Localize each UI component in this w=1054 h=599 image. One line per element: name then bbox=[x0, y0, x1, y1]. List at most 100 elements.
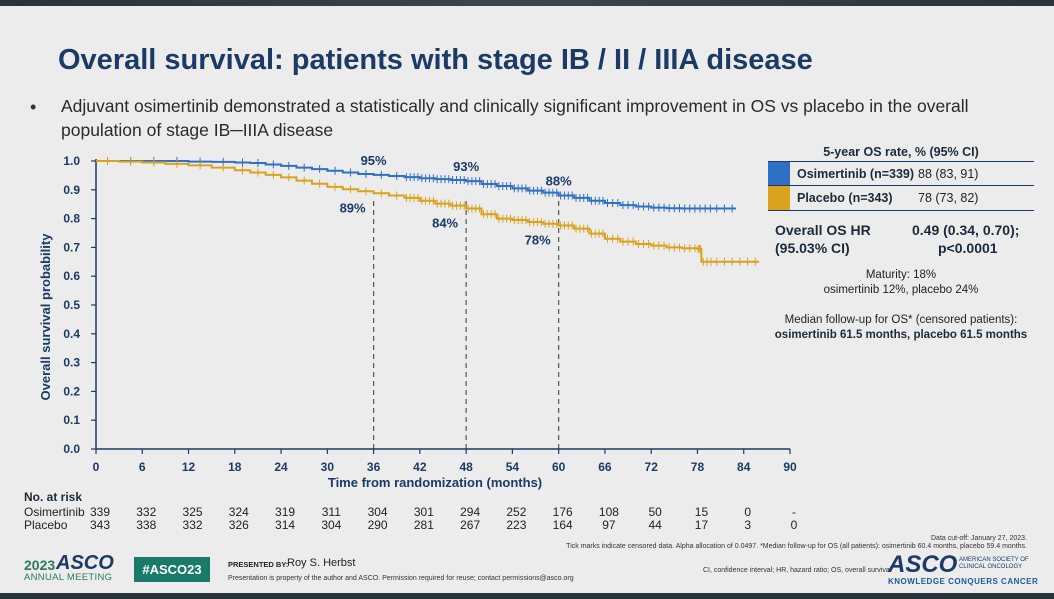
x-tick-label: 42 bbox=[413, 460, 427, 474]
at-risk-count: 332 bbox=[136, 505, 157, 519]
bullet-icon: • bbox=[30, 97, 37, 117]
survival-annotation: 89% bbox=[340, 200, 366, 215]
x-tick-label: 36 bbox=[367, 460, 381, 474]
at-risk-count: 97 bbox=[602, 518, 616, 532]
y-tick-label: 0.4 bbox=[63, 327, 80, 341]
hr-value: 0.49 (0.34, 0.70); bbox=[912, 222, 1020, 238]
hr-p-value: p<0.0001 bbox=[938, 240, 998, 256]
x-tick-label: 12 bbox=[182, 460, 196, 474]
hr-label: Overall OS HR bbox=[775, 222, 871, 238]
y-tick-label: 0.5 bbox=[63, 298, 80, 312]
bottom-strip bbox=[0, 593, 1054, 599]
x-tick-label: 30 bbox=[321, 460, 335, 474]
at-risk-count: 223 bbox=[506, 518, 527, 532]
at-risk-count: 267 bbox=[460, 518, 481, 532]
y-tick-label: 1.0 bbox=[63, 154, 80, 168]
bullet-text: Adjuvant osimertinib demonstrated a stat… bbox=[61, 96, 969, 140]
os-row-label: Placebo (n=343) bbox=[797, 191, 893, 205]
at-risk-count: 50 bbox=[648, 505, 662, 519]
permission-notice: Presentation is property of the author a… bbox=[228, 575, 574, 582]
meeting-label: ANNUAL MEETING bbox=[24, 572, 113, 583]
maturity-line: Maturity: 18% bbox=[865, 269, 937, 281]
at-risk-count: 311 bbox=[321, 505, 341, 519]
at-risk-count: 339 bbox=[89, 505, 111, 519]
survival-annotation: 78% bbox=[525, 233, 551, 248]
os-row-value: 78 (73, 82) bbox=[918, 191, 979, 205]
x-tick-label: 90 bbox=[783, 460, 797, 474]
followup-detail: osimertinib 61.5 months, placebo 61.5 mo… bbox=[774, 329, 1028, 341]
y-axis-title: Overall survival probability bbox=[38, 233, 53, 401]
at-risk-count: 343 bbox=[89, 518, 111, 532]
os-row-label: Osimertinib (n=339) bbox=[797, 167, 915, 181]
survival-annotation: 93% bbox=[453, 159, 479, 174]
at-risk-count: 15 bbox=[694, 505, 709, 519]
at-risk-count: 108 bbox=[598, 505, 619, 519]
os-table-header: 5-year OS rate, % (95% CI) bbox=[823, 145, 979, 159]
survival-annotation: 84% bbox=[432, 216, 458, 231]
at-risk-count: 164 bbox=[552, 518, 573, 532]
asco-logo: ASCO bbox=[888, 551, 958, 578]
y-tick-label: 0.2 bbox=[63, 384, 80, 398]
os-row-value: 88 (83, 91) bbox=[918, 167, 979, 181]
y-tick-label: 0.7 bbox=[63, 240, 80, 254]
at-risk-row-label: Osimertinib bbox=[24, 505, 85, 519]
hashtag-badge: #ASCO23 bbox=[134, 557, 210, 582]
at-risk-count: 294 bbox=[460, 505, 481, 519]
at-risk-count: 304 bbox=[321, 518, 342, 532]
placebo-swatch bbox=[768, 186, 790, 210]
x-axis-title: Time from randomization (months) bbox=[328, 475, 542, 490]
slide-title: Overall survival: patients with stage IB… bbox=[58, 44, 813, 76]
osimertinib-curve bbox=[96, 160, 737, 210]
top-strip bbox=[0, 0, 1054, 6]
x-tick-label: 0 bbox=[93, 460, 100, 474]
asco-society-name: AMERICAN SOCIETY OF CLINICAL ONCOLOGY bbox=[959, 557, 1029, 570]
maturity-detail: osimertinib 12%, placebo 24% bbox=[823, 284, 979, 296]
presenter-name: Roy S. Herbst bbox=[287, 557, 356, 569]
asco-wordmark: ASCO bbox=[56, 552, 114, 574]
y-tick-label: 0.1 bbox=[63, 413, 80, 427]
presented-by-label: PRESENTED BY: bbox=[228, 560, 289, 569]
y-tick-label: 0.6 bbox=[63, 269, 80, 283]
meeting-year: 2023 bbox=[24, 557, 56, 573]
at-risk-count: 290 bbox=[367, 518, 388, 532]
at-risk-count: 324 bbox=[228, 505, 249, 519]
x-tick-label: 48 bbox=[459, 460, 473, 474]
at-risk-count: 281 bbox=[413, 518, 434, 532]
x-tick-label: 6 bbox=[139, 460, 146, 474]
survival-annotation: 95% bbox=[361, 153, 387, 168]
y-tick-label: 0.9 bbox=[63, 183, 80, 197]
osimertinib-swatch bbox=[768, 162, 790, 186]
y-tick-label: 0.3 bbox=[63, 356, 80, 370]
survival-annotation: 88% bbox=[546, 174, 572, 189]
at-risk-count: 252 bbox=[506, 505, 527, 519]
x-tick-label: 54 bbox=[506, 460, 520, 474]
x-tick-label: 78 bbox=[691, 460, 705, 474]
at-risk-count: - bbox=[792, 505, 796, 519]
at-risk-count: 17 bbox=[694, 518, 709, 532]
at-risk-count: 3 bbox=[744, 518, 752, 532]
at-risk-title: No. at risk bbox=[24, 490, 83, 504]
x-tick-label: 66 bbox=[598, 460, 612, 474]
x-tick-label: 72 bbox=[645, 460, 659, 474]
y-tick-label: 0.8 bbox=[63, 212, 80, 226]
y-tick-label: 0.0 bbox=[63, 442, 80, 456]
at-risk-count: 301 bbox=[413, 505, 434, 519]
followup-line: Median follow-up for OS* (censored patie… bbox=[784, 314, 1018, 326]
placebo-curve bbox=[96, 160, 760, 263]
at-risk-count: 326 bbox=[228, 518, 249, 532]
at-risk-count: 44 bbox=[648, 518, 662, 532]
at-risk-count: 325 bbox=[182, 505, 203, 519]
x-tick-label: 60 bbox=[552, 460, 566, 474]
footnote-cutoff: Data cut-off: January 27, 2023. bbox=[931, 535, 1027, 542]
footnote-ticks: Tick marks indicate censored data. Alpha… bbox=[566, 543, 1027, 550]
at-risk-count: 314 bbox=[275, 518, 296, 532]
at-risk-count: 332 bbox=[182, 518, 203, 532]
at-risk-count: 0 bbox=[744, 505, 752, 519]
asco-tagline: KNOWLEDGE CONQUERS CANCER bbox=[888, 577, 1039, 586]
at-risk-count: 0 bbox=[790, 518, 798, 532]
hr-ci-label: (95.03% CI) bbox=[775, 240, 850, 256]
at-risk-count: 338 bbox=[136, 518, 157, 532]
footnote-abbrev: CI, confidence interval; HR, hazard rati… bbox=[703, 567, 892, 574]
